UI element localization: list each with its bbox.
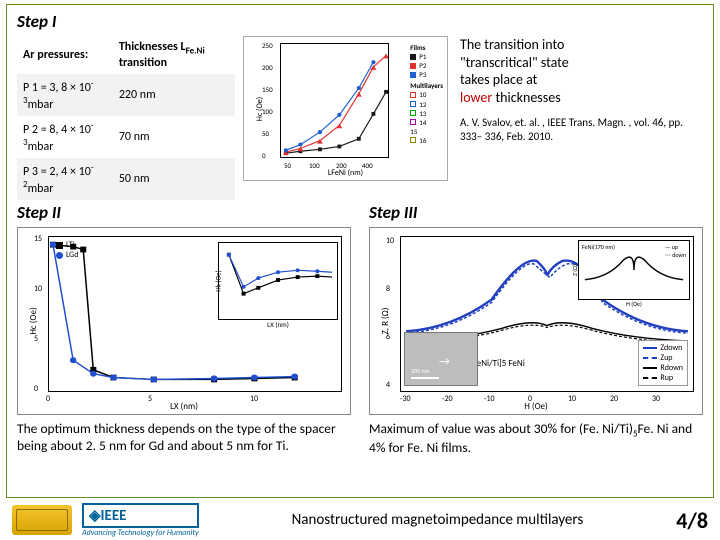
chart2-hc-vs-lx: Hc (Oe) LX (nm) 15 10 5 0 0 5 10 [17, 227, 351, 415]
scale-bar [411, 377, 439, 379]
chart1-plot [280, 43, 389, 158]
chart1-legend: Films P1 P2 P3 Multilayers 10 12 13 14 1… [410, 43, 443, 145]
page-number: 4/8 [676, 507, 708, 534]
chart3-legend: Zdown Zup Rdown Rup [638, 340, 688, 386]
top-row: Ar pressures: Thicknesses LFe.Ni transit… [17, 36, 703, 200]
arrow-icon: → [439, 355, 450, 369]
footer: ◈IEEE Advancing Technology for Humanity … [0, 500, 720, 540]
mid-row: Step II Hc (Oe) LX (nm) 15 10 5 0 0 5 10 [17, 202, 703, 457]
footer-title: Nanostructured magnetoimpedance multilay… [209, 511, 667, 529]
sem-image: → 200 nm [404, 332, 478, 386]
chart3-impedance: Z, R (Ω) H (Oe) 10 8 6 4 -30 -20 -10 0 1… [369, 227, 703, 415]
step1-title: Step I [17, 11, 703, 32]
slide-frame: Step I Ar pressures: Thicknesses LFe.Ni … [6, 4, 714, 498]
reference-citation: A. V. Svalov, et. al. , IEEE Trans. Magn… [460, 116, 703, 144]
ieee-logo: ◈IEEE Advancing Technology for Humanity [82, 503, 199, 538]
th-pressures: Ar pressures: [17, 36, 113, 74]
chart3-ylabel: Z, R (Ω) [380, 308, 391, 335]
caption-step3: Maximum of value was about 30% for (Fe. … [369, 421, 703, 457]
chart1-hc-vs-lfeni: Hc (Oe) LFeNi (nm) 250 200 150 100 50 0 … [243, 36, 448, 181]
step3-title: Step III [369, 202, 703, 223]
caption-step2: The optimum thickness depends on the typ… [17, 421, 351, 455]
pressure-table: Ar pressures: Thicknesses LFe.Ni transit… [17, 36, 235, 200]
th-thickness: Thicknesses LFe.Ni transition [113, 36, 235, 74]
table-row: P 1 = 3, 8 × 10-3mbar 220 nm [17, 74, 235, 116]
chart2-ylabel: Hc (Oe) [28, 308, 39, 335]
urfu-logo-icon [12, 505, 72, 535]
chart2-legend: LTi LGd [56, 240, 78, 260]
table-row: P 2 = 8, 4 × 10-3mbar 70 nm [17, 116, 235, 158]
table-row: P 3 = 2, 4 × 10-2mbar 50 nm [17, 158, 235, 200]
chart3-inset: FeNi(170 nm) — up ⋯ down Z (Ω) H (Oe) [578, 240, 690, 300]
step2-title: Step II [17, 202, 351, 223]
chart2-inset: Hk (Oe) LX (nm) [218, 242, 338, 320]
transition-note: The transition into "transcritical" stat… [456, 36, 703, 200]
chart2-xlabel: LX (nm) [170, 401, 198, 412]
chart3-annot: [FeNi/Ti]5 FeNi [470, 358, 525, 369]
